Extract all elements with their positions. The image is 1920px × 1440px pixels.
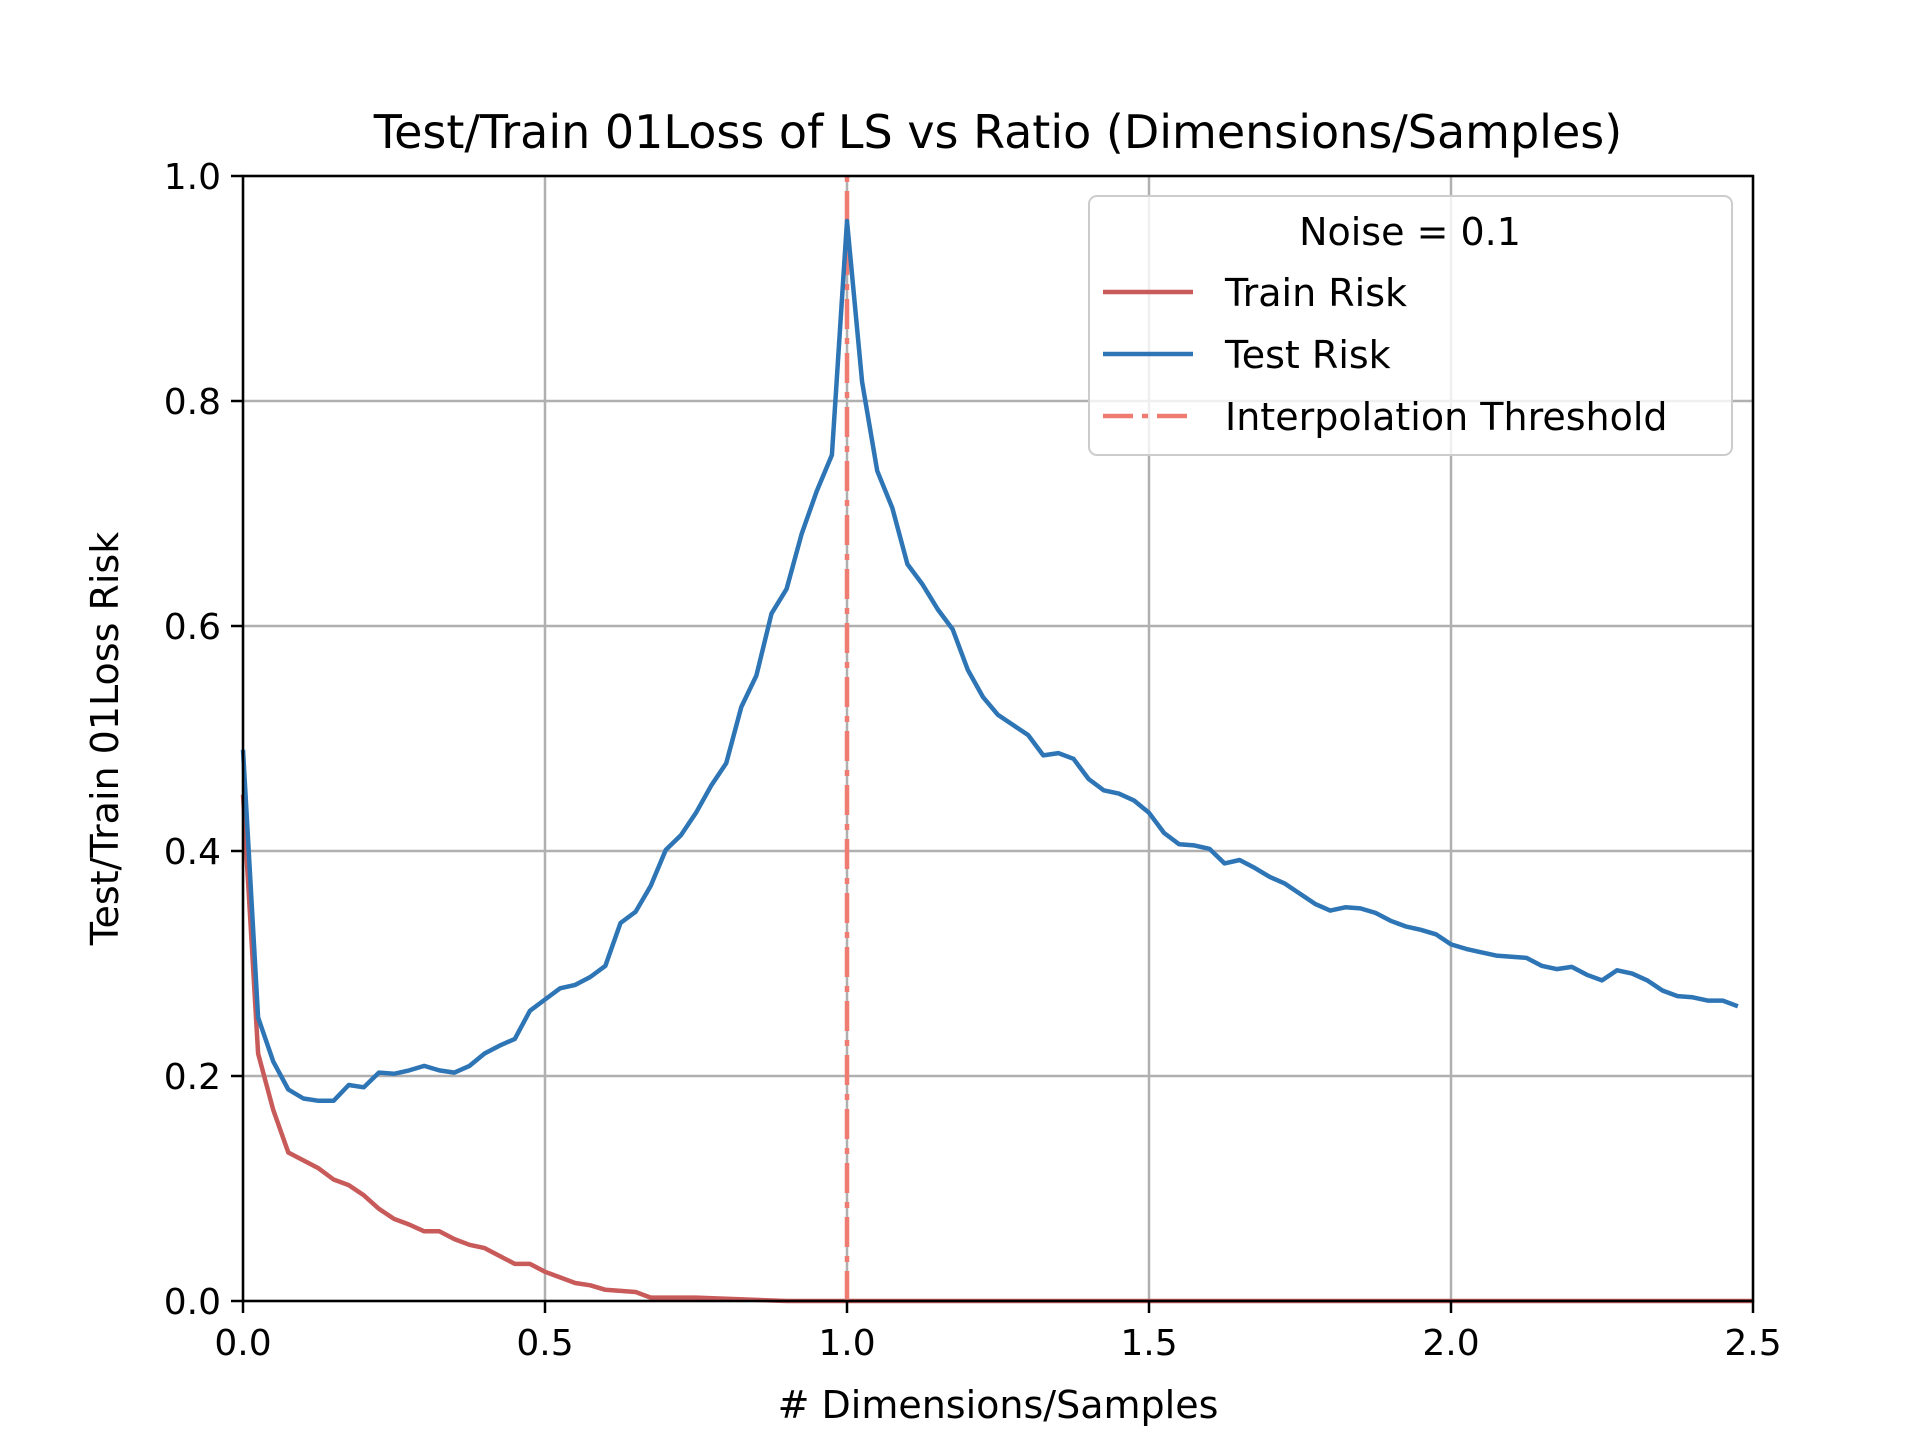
x-tick-label: 1.0 xyxy=(818,1323,875,1364)
x-tick-label: 0.0 xyxy=(214,1323,271,1364)
plot-series xyxy=(240,176,1753,1304)
legend-label-train-risk: Train Risk xyxy=(1224,271,1407,315)
legend-label-test-risk: Test Risk xyxy=(1224,333,1391,377)
y-tick-label: 0.2 xyxy=(164,1057,221,1098)
x-tick-label: 0.5 xyxy=(516,1323,573,1364)
series-line-test-risk xyxy=(240,218,1739,1104)
series-line-train-risk xyxy=(240,794,1753,1304)
legend-box xyxy=(1088,195,1733,456)
y-tick-label: 0.0 xyxy=(164,1282,221,1323)
y-tick-label: 0.8 xyxy=(164,382,221,423)
legend-label-interpolation-threshold: Interpolation Threshold xyxy=(1225,395,1668,439)
y-tick-label: 0.4 xyxy=(164,832,221,873)
y-tick-label: 1.0 xyxy=(164,157,221,198)
x-tick-label: 2.5 xyxy=(1724,1323,1781,1364)
legend: Noise = 0.1 Train Risk Test Risk Interpo… xyxy=(1088,195,1733,456)
plot-frame xyxy=(241,174,1755,1303)
axis-ticks: 0.0 0.5 1.0 1.5 2.0 2.5 0.0 0.2 0.4 0.6 0.8 1.0 xyxy=(164,157,1782,1364)
chart-title: Test/Train 01Loss of LS vs Ratio (Dimens… xyxy=(373,105,1622,159)
x-tick-label: 2.0 xyxy=(1422,1323,1479,1364)
x-tick-label: 1.5 xyxy=(1120,1323,1177,1364)
legend-title: Noise = 0.1 xyxy=(1299,210,1521,254)
x-axis-label: # Dimensions/Samples xyxy=(778,1383,1219,1427)
y-tick-label: 0.6 xyxy=(164,607,221,648)
y-axis-label: Test/Train 01Loss Risk xyxy=(83,532,127,946)
